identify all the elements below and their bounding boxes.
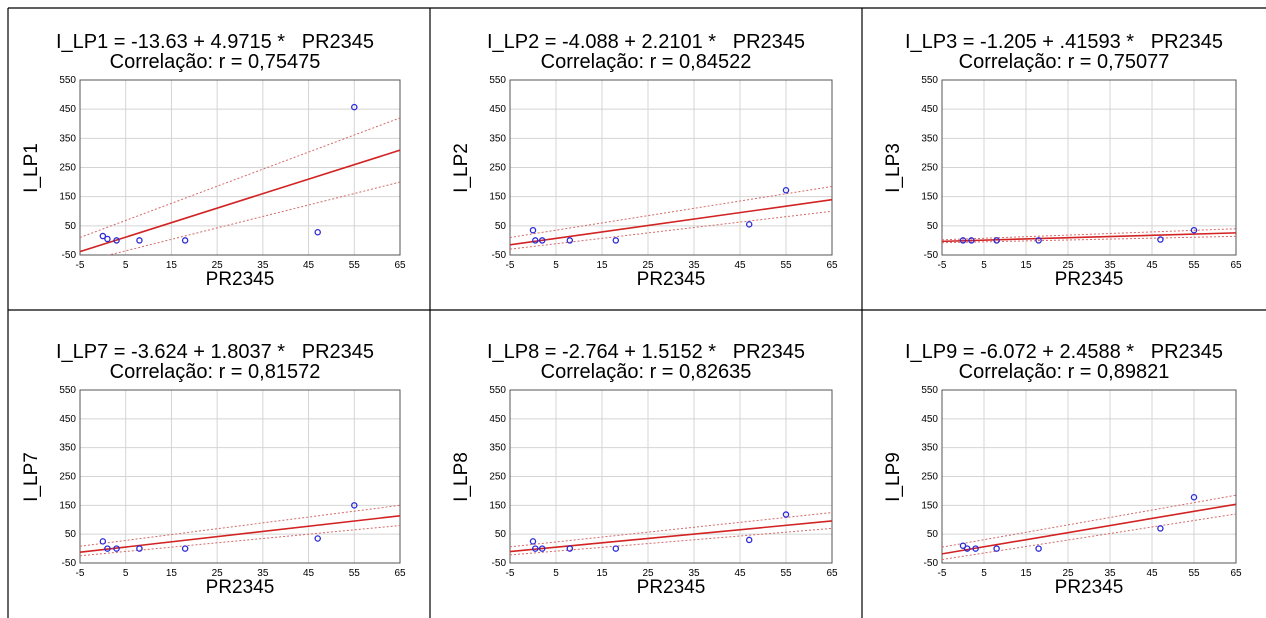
regression-line (510, 200, 832, 245)
data-point (105, 236, 110, 241)
y-tick-label: 550 (59, 385, 76, 396)
y-tick-label: -50 (924, 558, 939, 569)
y-axis-label: I_LP9 (883, 437, 905, 517)
y-tick-label: 550 (921, 385, 938, 396)
plot-svg: -50 50 150 250 350 450 550 -5 5 15 25 35 45 55 65 (0, 0, 430, 310)
y-tick-label: 250 (59, 163, 76, 174)
data-point (994, 546, 999, 551)
y-tick-label: 250 (921, 163, 938, 174)
data-point (1158, 237, 1163, 242)
y-tick-label: 450 (489, 104, 506, 115)
regression-line (80, 150, 400, 252)
x-axis-label: PR2345 (510, 577, 832, 599)
y-tick-label: -50 (924, 250, 939, 261)
y-axis-label: I_LP8 (451, 437, 473, 517)
y-axis-label: I_LP2 (451, 128, 473, 208)
y-tick-label: -50 (62, 250, 77, 261)
y-tick-label: 150 (921, 192, 938, 203)
y-tick-label: -50 (492, 558, 507, 569)
y-tick-label: 50 (495, 221, 507, 232)
chart-panel-2: I_LP2 = -4.088 + 2.2101 * PR2345 Correlaç… (430, 0, 862, 310)
plot-svg: -50 50 150 250 350 450 550 -5 5 15 25 35 45 55 65 (0, 310, 430, 618)
data-point (100, 539, 105, 544)
plot-svg: -50 50 150 250 350 450 550 -5 5 15 25 35 45 55 65 (430, 0, 862, 310)
plot-svg: -50 50 150 250 350 450 550 -5 5 15 25 35 45 55 65 (862, 310, 1266, 618)
y-tick-label: 550 (489, 75, 506, 86)
confidence-upper (80, 118, 400, 238)
x-axis-label: PR2345 (80, 577, 400, 599)
y-tick-label: 150 (59, 192, 76, 203)
y-tick-label: -50 (492, 250, 507, 261)
y-tick-label: 50 (927, 221, 939, 232)
regression-line (942, 504, 1236, 554)
y-tick-label: 550 (489, 385, 506, 396)
y-tick-label: 450 (921, 104, 938, 115)
chart-panel-4: I_LP7 = -3.624 + 1.8037 * PR2345 Correlaç… (0, 310, 430, 618)
data-point (567, 546, 572, 551)
data-point (315, 536, 320, 541)
chart-panel-1: I_LP1 = -13.63 + 4.9715 * PR2345 Correlaç… (0, 0, 430, 310)
x-axis-label: PR2345 (942, 577, 1236, 599)
regression-line (510, 521, 832, 552)
y-tick-label: 150 (489, 192, 506, 203)
data-point (613, 238, 618, 243)
y-tick-label: 450 (921, 414, 938, 425)
y-tick-label: 50 (927, 529, 939, 540)
data-point (530, 228, 535, 233)
x-axis-label: PR2345 (942, 269, 1236, 291)
y-tick-label: 450 (489, 414, 506, 425)
y-tick-label: 50 (65, 529, 77, 540)
data-point (1036, 546, 1041, 551)
plot-svg: -50 50 150 250 350 450 550 -5 5 15 25 35 45 55 65 (430, 310, 862, 618)
y-tick-label: 450 (59, 104, 76, 115)
y-tick-label: 50 (65, 221, 77, 232)
data-point (315, 230, 320, 235)
confidence-upper (80, 505, 400, 546)
confidence-upper (510, 186, 832, 237)
data-point (137, 238, 142, 243)
data-point (137, 546, 142, 551)
confidence-lower (80, 526, 400, 556)
data-point (1158, 526, 1163, 531)
x-axis-label: PR2345 (80, 269, 400, 291)
chart-panel-5: I_LP8 = -2.764 + 1.5152 * PR2345 Correlaç… (430, 310, 862, 618)
y-tick-label: 550 (59, 75, 76, 86)
data-point (183, 546, 188, 551)
y-tick-label: 150 (59, 500, 76, 511)
y-tick-label: 350 (59, 133, 76, 144)
x-axis-label: PR2345 (510, 269, 832, 291)
data-point (613, 546, 618, 551)
y-tick-label: 250 (921, 472, 938, 483)
y-axis-label: I_LP1 (21, 128, 43, 208)
plot-svg: -50 50 150 250 350 450 550 -5 5 15 25 35 45 55 65 (862, 0, 1266, 310)
confidence-lower (80, 182, 400, 262)
y-tick-label: 350 (489, 133, 506, 144)
y-tick-label: 250 (489, 472, 506, 483)
chart-panel-3: I_LP3 = -1.205 + .41593 * PR2345 Correlaç… (862, 0, 1266, 310)
y-tick-label: 350 (59, 443, 76, 454)
y-tick-label: 150 (489, 500, 506, 511)
y-tick-label: 250 (59, 472, 76, 483)
y-tick-label: -50 (62, 558, 77, 569)
y-tick-label: 350 (921, 133, 938, 144)
data-point (530, 539, 535, 544)
y-axis-label: I_LP7 (21, 437, 43, 517)
y-tick-label: 250 (489, 163, 506, 174)
chart-panel-6: I_LP9 = -6.072 + 2.4588 * PR2345 Correlaç… (862, 310, 1266, 618)
y-tick-label: 50 (495, 529, 507, 540)
y-tick-label: 350 (489, 443, 506, 454)
y-tick-label: 550 (921, 75, 938, 86)
data-point (747, 537, 752, 542)
y-tick-label: 450 (59, 414, 76, 425)
y-tick-label: 150 (921, 500, 938, 511)
y-tick-label: 350 (921, 443, 938, 454)
data-point (183, 238, 188, 243)
y-axis-label: I_LP3 (883, 128, 905, 208)
